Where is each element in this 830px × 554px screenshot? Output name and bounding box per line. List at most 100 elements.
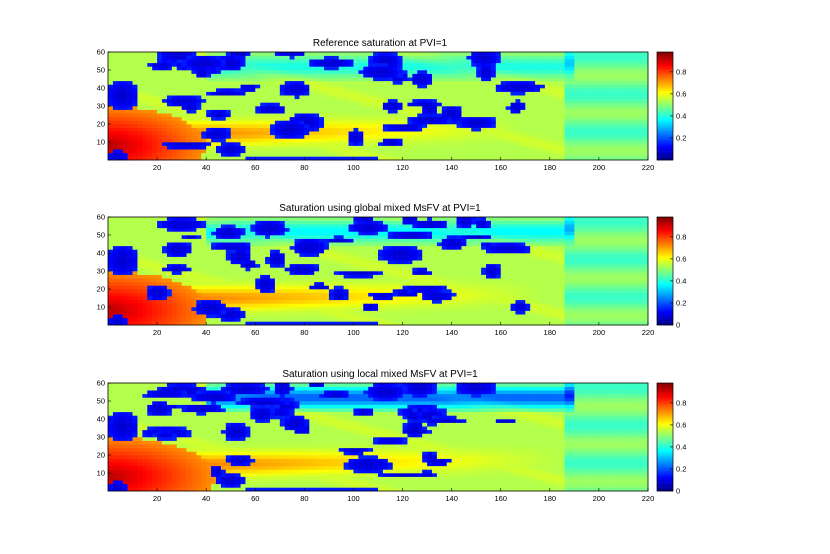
heatmap-cell <box>441 95 448 100</box>
heatmap-cell <box>216 52 222 56</box>
heatmap-cell <box>338 55 344 60</box>
heatmap-cell <box>368 124 374 128</box>
heatmap-cell <box>274 278 281 283</box>
heatmap-cell <box>495 59 502 64</box>
heatmap-cell <box>530 88 536 92</box>
heatmap-cell <box>471 52 477 56</box>
heatmap-cell <box>633 314 639 319</box>
heatmap-cell <box>225 66 232 71</box>
heatmap-cell <box>638 285 644 290</box>
heatmap-cell <box>117 59 124 64</box>
heatmap-cell <box>471 138 477 143</box>
heatmap-cell <box>373 120 379 125</box>
heatmap-cell <box>176 102 182 107</box>
heatmap-cell <box>206 145 212 150</box>
heatmap-cell <box>319 317 325 322</box>
heatmap-cell <box>152 106 158 110</box>
heatmap-cell <box>230 289 236 293</box>
heatmap-cell <box>540 98 546 103</box>
heatmap-cell <box>137 134 143 139</box>
heatmap-cell <box>289 145 295 150</box>
heatmap-cell <box>466 102 472 107</box>
heatmap-cell <box>368 278 374 283</box>
heatmap-cell <box>392 77 398 82</box>
heatmap-cell <box>530 80 536 85</box>
heatmap-cell <box>382 292 389 297</box>
heatmap-cell <box>382 95 389 100</box>
heatmap-cell <box>515 134 521 139</box>
heatmap-cell <box>412 299 418 304</box>
heatmap-cell <box>490 55 497 60</box>
heatmap-cell <box>378 289 384 293</box>
heatmap-cell <box>250 113 256 118</box>
heatmap-cell <box>255 321 261 326</box>
heatmap-cell <box>623 109 629 114</box>
heatmap-cell <box>638 70 644 74</box>
heatmap-cell <box>343 142 349 146</box>
heatmap-cell <box>319 106 325 110</box>
heatmap-cell <box>284 292 290 297</box>
heatmap-cell <box>569 142 575 146</box>
heatmap-cell <box>382 120 389 125</box>
heatmap-cell <box>451 73 457 78</box>
heatmap-cell <box>427 131 433 136</box>
heatmap-cell <box>559 95 565 100</box>
heatmap-cell <box>456 88 462 92</box>
heatmap-cell <box>549 138 556 143</box>
heatmap-cell <box>500 134 506 139</box>
heatmap-cell <box>176 134 182 139</box>
heatmap-cell <box>166 59 173 64</box>
heatmap-cell <box>495 113 502 118</box>
heatmap-cell <box>319 59 325 64</box>
heatmap-cell <box>137 109 143 114</box>
heatmap-cell <box>471 91 477 96</box>
heatmap-cell <box>486 131 492 136</box>
heatmap-cell <box>314 95 320 100</box>
heatmap-cell <box>309 281 315 286</box>
heatmap-cell <box>191 271 197 275</box>
heatmap-cell <box>132 138 138 143</box>
heatmap-cell <box>525 127 531 132</box>
heatmap-cell <box>515 274 521 279</box>
heatmap-cell <box>132 73 138 78</box>
heatmap-cell <box>137 62 143 67</box>
heatmap-cell <box>422 98 428 103</box>
heatmap-cell <box>368 62 374 67</box>
heatmap-cell <box>289 321 295 326</box>
heatmap-cell <box>594 285 600 290</box>
heatmap-cell <box>343 88 349 92</box>
heatmap-cell <box>186 156 192 161</box>
heatmap-cell <box>515 138 521 143</box>
colorbar-swatch <box>657 144 673 147</box>
heatmap-cell <box>122 98 128 103</box>
heatmap-cell <box>353 289 359 293</box>
heatmap-cell <box>594 55 600 60</box>
heatmap-cell <box>486 278 492 283</box>
heatmap-cell <box>152 296 158 301</box>
heatmap-cell <box>633 149 639 154</box>
heatmap-cell <box>240 314 246 319</box>
heatmap-cell <box>284 73 290 78</box>
heatmap-cell <box>137 289 143 293</box>
heatmap-cell <box>122 95 128 100</box>
heatmap-cell <box>348 278 354 283</box>
heatmap-cell <box>324 127 330 132</box>
heatmap-cell <box>304 131 310 136</box>
heatmap-cell <box>608 59 614 64</box>
heatmap-cell <box>309 73 315 78</box>
heatmap-cell <box>108 278 114 283</box>
heatmap-cell <box>569 289 575 293</box>
heatmap-cell <box>343 156 349 161</box>
heatmap-cell <box>520 84 526 89</box>
heatmap-cell <box>608 77 614 82</box>
heatmap-cell <box>441 52 448 56</box>
heatmap-cell <box>490 303 497 308</box>
heatmap-cell <box>613 102 619 107</box>
heatmap-cell <box>112 134 119 139</box>
heatmap-cell <box>216 149 222 154</box>
heatmap-cell <box>333 152 340 157</box>
heatmap-cell <box>186 116 192 121</box>
heatmap-cell <box>407 303 413 308</box>
heatmap-cell <box>382 98 389 103</box>
heatmap-cell <box>476 303 482 308</box>
